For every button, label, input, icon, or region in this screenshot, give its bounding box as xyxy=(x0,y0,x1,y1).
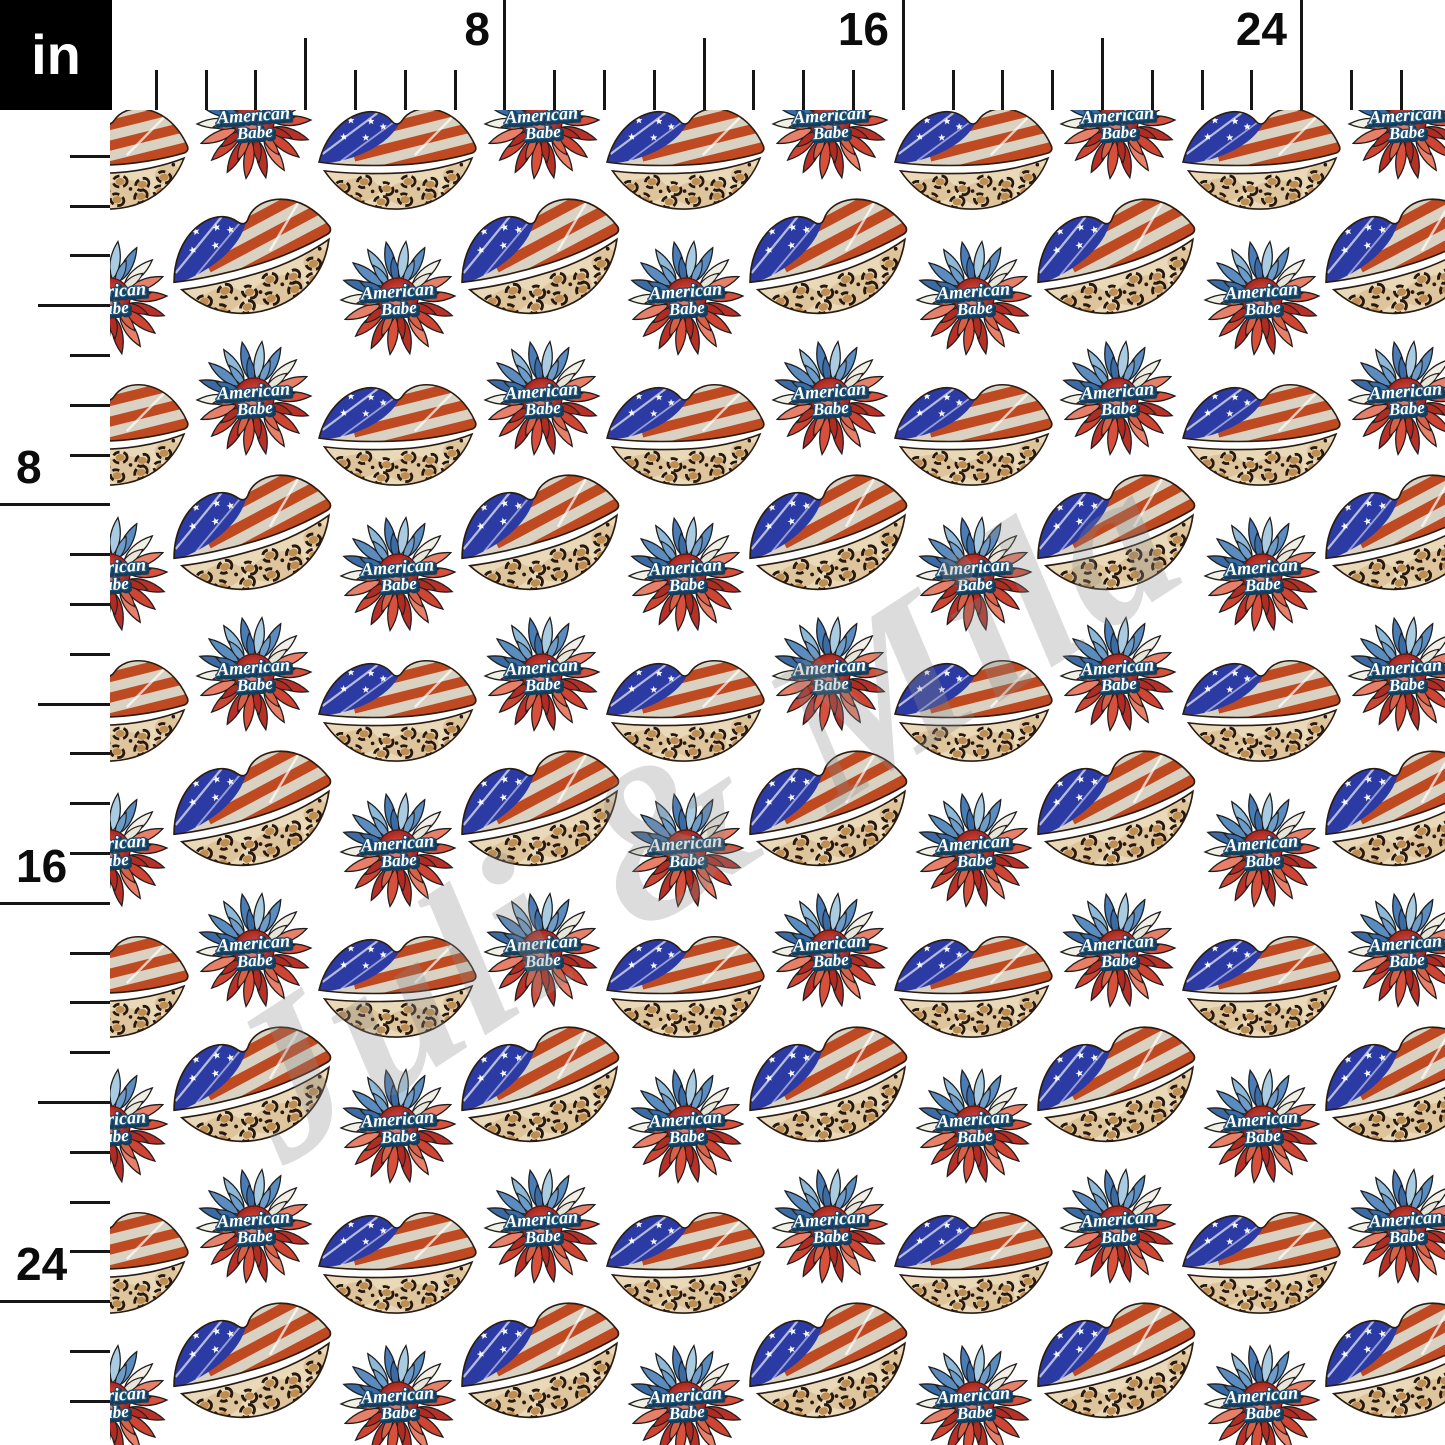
ruler-tick xyxy=(1050,70,1054,110)
ruler-tick xyxy=(154,70,158,110)
ruler-tick xyxy=(303,38,307,110)
ruler-label-top-8: 8 xyxy=(464,3,490,55)
ruler-tick xyxy=(0,901,110,905)
pattern-area: Juli & Mila xyxy=(110,110,1445,1445)
ruler-tick xyxy=(901,0,905,110)
ruler-tick xyxy=(70,851,110,855)
ruler-tick xyxy=(70,801,110,805)
ruler-tick xyxy=(552,70,556,110)
ruler-tick xyxy=(951,70,955,110)
ruler-tick xyxy=(502,0,506,110)
ruler-label-left-8: 8 xyxy=(16,441,42,493)
ruler-label-left-24: 24 xyxy=(16,1238,68,1290)
ruler-tick xyxy=(1000,70,1004,110)
ruler-tick xyxy=(702,38,706,110)
ruler-tick xyxy=(1299,0,1303,110)
ruler-tick xyxy=(38,1100,110,1104)
ruler-tick xyxy=(70,253,110,257)
ruler-tick xyxy=(652,70,656,110)
ruler-tick xyxy=(70,353,110,357)
ruler-tick xyxy=(70,951,110,955)
ruler-tick xyxy=(70,1000,110,1004)
ruler-tick xyxy=(0,502,110,506)
ruler-tick xyxy=(70,403,110,407)
ruler-tick xyxy=(70,602,110,606)
ruler-tick xyxy=(0,1299,110,1303)
ruler-tick xyxy=(851,70,855,110)
ruler-tick xyxy=(204,70,208,110)
ruler-tick xyxy=(38,702,110,706)
ruler-tick xyxy=(70,1050,110,1054)
ruler-tick xyxy=(1249,70,1253,110)
ruler-tick xyxy=(353,70,357,110)
ruler-tick xyxy=(70,204,110,208)
ruler-tick xyxy=(70,652,110,656)
ruler-tick xyxy=(70,1349,110,1353)
unit-box: in xyxy=(0,0,112,110)
ruler-tick xyxy=(70,1200,110,1204)
ruler-tick xyxy=(453,70,457,110)
ruler-tick xyxy=(602,70,606,110)
ruler-tick xyxy=(70,154,110,158)
ruler-label-left-16: 16 xyxy=(16,840,68,892)
ruler-tick xyxy=(1150,70,1154,110)
ruler-tick xyxy=(1399,70,1403,110)
ruler-left: 8 16 24 xyxy=(0,0,110,1445)
ruler-tick xyxy=(1349,70,1353,110)
ruler-tick xyxy=(253,70,257,110)
ruler-tick xyxy=(38,303,110,307)
ruler-tick xyxy=(403,70,407,110)
ruler-tick xyxy=(70,552,110,556)
ruler-tick xyxy=(70,751,110,755)
ruler-tick xyxy=(1200,70,1204,110)
ruler-top: 8 16 24 xyxy=(0,0,1445,110)
ruler-tick xyxy=(70,1399,110,1403)
ruler-tick xyxy=(1100,38,1104,110)
unit-label: in xyxy=(31,23,81,86)
ruler-tick xyxy=(70,1249,110,1253)
ruler-tick xyxy=(801,70,805,110)
ruler-tick xyxy=(70,1150,110,1154)
ruler-label-top-16: 16 xyxy=(837,3,889,55)
ruler-tick xyxy=(751,70,755,110)
ruler-tick xyxy=(70,453,110,457)
lips-motif xyxy=(1291,1249,1445,1445)
ruler-label-top-24: 24 xyxy=(1235,3,1287,55)
